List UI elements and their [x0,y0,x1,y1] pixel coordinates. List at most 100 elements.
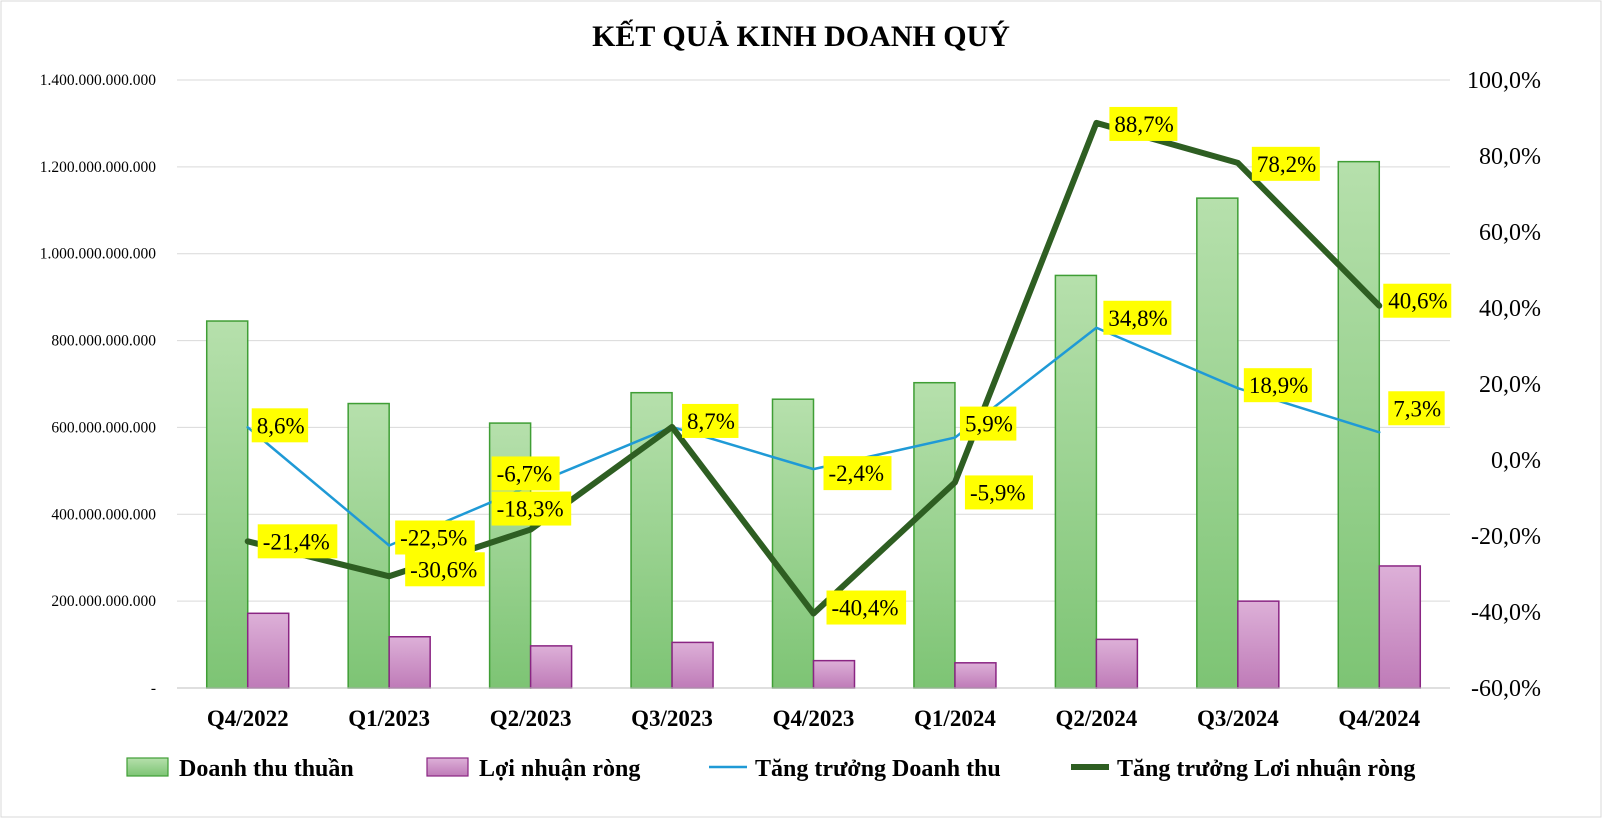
left-axis-tick-label: 1.200.000.000.000 [40,159,157,176]
data-label-highlight [1109,106,1178,141]
x-tick-label: Q1/2024 [914,706,996,731]
data-label-highlight [1388,391,1445,426]
data-label: -22,5% [395,520,475,555]
data-label-text: -40,4% [832,596,899,621]
data-label: -18,3% [491,491,572,526]
right-axis-tick-label: 60,0% [1479,220,1541,246]
data-label-text: -21,4% [263,529,330,554]
chart-title: KẾT QUẢ KINH DOANH QUÝ [592,19,1010,53]
right-axis-tick-label: 20,0% [1479,372,1541,398]
data-label-text: -5,9% [970,480,1026,505]
bar-loi-nhuan-rong-q2-2024 [1095,638,1139,689]
data-label-highlight [395,520,475,555]
bar-doanh-thu-thuan-q2-2024 [1054,274,1098,689]
right-axis-tick-label: 100,0% [1467,68,1541,94]
data-label-text: 8,7% [687,409,735,434]
bar-loi-nhuan-rong-q4-2023 [812,659,856,689]
data-label-highlight [826,590,907,625]
bar-loi-nhuan-rong-q3-2024 [1237,600,1280,689]
x-tick-label: Q4/2022 [207,706,289,731]
data-label: -6,7% [491,456,560,491]
data-label-text: -30,6% [410,557,477,582]
left-y-axis: - 200.000.000.000 400.000.000.000 600.000.0… [40,72,157,697]
data-label-highlight [1103,300,1172,335]
left-axis-tick-label: 600.000.000.000 [51,419,156,436]
data-label-text: 40,6% [1388,289,1447,314]
data-label-text: 78,2% [1257,152,1316,177]
right-axis-tick-label: 80,0% [1479,144,1541,170]
legend-swatch [426,757,469,777]
legend-label: Lợi nhuận ròng [479,756,640,782]
data-label: -21,4% [257,524,338,559]
bar-loi-nhuan-rong-q4-2024 [1378,565,1422,689]
legend-swatch [126,757,169,777]
data-label: 7,3% [1388,391,1445,426]
legend-label: Tăng trưởng Doanh thu [755,756,1001,782]
data-labels: 8,6% -22,5% -6,7% 8,7% -2,4% 5,9% 34,8% 18,9% 7,… [251,106,1452,625]
x-tick-label: Q1/2023 [348,706,430,731]
legend-item-loi-nhuan-rong: Lợi nhuận ròng [426,756,640,782]
bar-doanh-thu-thuan-q4-2022 [205,320,249,689]
bar-loi-nhuan-rong-q1-2024 [954,662,997,689]
data-label-text: 8,6% [257,413,305,438]
data-label-text: -18,3% [497,497,564,522]
x-axis: Q4/2022 Q1/2023 Q2/2023 Q3/2023 Q4/2023 Q1/20… [177,687,1450,731]
bar-doanh-thu-thuan-q3-2023 [630,391,673,689]
data-label-highlight [257,524,338,559]
left-axis-tick-label: - [151,680,156,697]
bar-loi-nhuan-rong-q4-2022 [246,612,290,689]
left-axis-tick-label: 200.000.000.000 [51,593,156,610]
data-label-text: -22,5% [400,526,467,551]
data-label-text: 7,3% [1393,396,1441,421]
right-axis-tick-label: -60,0% [1471,676,1541,702]
bar-doanh-thu-thuan-q3-2024 [1196,197,1239,689]
data-label-text: -2,4% [829,461,885,486]
data-label: -5,9% [964,475,1033,510]
data-label: -2,4% [823,456,892,491]
data-label-highlight [823,456,892,491]
legend: Doanh thu thuần Lợi nhuận ròng Tăng trưởng… [126,756,1415,782]
left-axis-tick-label: 1.400.000.000.000 [40,72,157,89]
legend-label: Tăng trưởng Lơi nhuận ròng [1117,756,1415,782]
data-label-text: -6,7% [497,461,553,486]
data-label-text: 5,9% [965,412,1013,437]
bar-doanh-thu-thuan-q1-2023 [347,402,390,689]
data-label-highlight [251,408,309,443]
bars [205,160,1422,689]
data-label-highlight [959,406,1017,441]
right-y-axis: -60,0% -40,0% -20,0% 0,0% 20,0% 40,0% 60,0% 80,… [1467,68,1541,702]
data-label-highlight [405,552,485,587]
x-tick-label: Q3/2023 [631,706,713,731]
bar-loi-nhuan-rong-q1-2023 [388,636,431,689]
x-tick-label: Q4/2023 [773,706,855,731]
data-label-highlight [1383,283,1452,318]
x-tick-label: Q2/2024 [1055,706,1137,731]
data-label-highlight [491,491,572,526]
right-axis-tick-label: 40,0% [1479,296,1541,322]
bar-loi-nhuan-rong-q2-2023 [529,645,573,689]
data-label: 78,2% [1251,146,1320,181]
legend-item-doanh-thu-thuan: Doanh thu thuần [126,756,354,782]
x-tick-label: Q4/2024 [1338,706,1420,731]
data-label: 34,8% [1103,300,1172,335]
bar-doanh-thu-thuan-q4-2023 [771,398,815,689]
legend-label: Doanh thu thuần [179,756,354,782]
bar-doanh-thu-thuan-q1-2024 [913,381,956,689]
right-axis-tick-label: 0,0% [1491,448,1541,474]
data-label: 5,9% [959,406,1017,441]
data-label-highlight [964,475,1033,510]
data-label: 18,9% [1243,368,1312,403]
data-label-text: 18,9% [1249,373,1308,398]
data-label-highlight [1251,146,1320,181]
data-label: 8,6% [251,408,309,443]
data-label-highlight [1243,368,1312,403]
left-axis-tick-label: 1.000.000.000.000 [40,246,157,263]
data-label: 40,6% [1383,283,1452,318]
legend-item-tang-truong-loi-nhuan-rong: Tăng trưởng Lơi nhuận ròng [1071,756,1415,782]
data-label-highlight [682,403,739,438]
data-label-text: 88,7% [1114,112,1173,137]
data-label-highlight [491,456,560,491]
legend-item-tang-truong-doanh-thu: Tăng trưởng Doanh thu [709,756,1001,782]
